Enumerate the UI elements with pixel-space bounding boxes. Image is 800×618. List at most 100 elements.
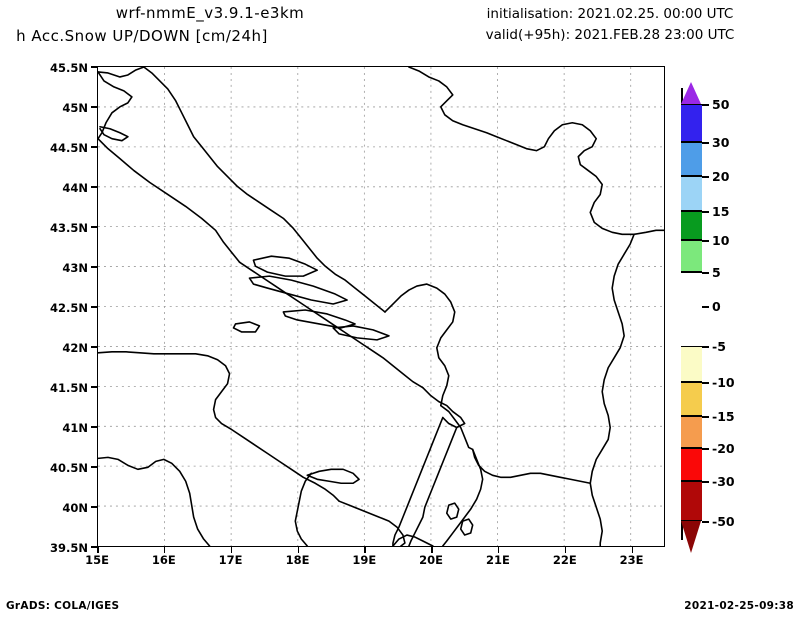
colorbar-legend: 50 30 20 15 10 5 0 -5 -10 -15 -20 -30 -5… <box>681 82 735 553</box>
italy-gargano-spur <box>306 468 360 485</box>
xtick-label-17E: 17E <box>218 553 243 567</box>
colorbar-segment-10-15 <box>681 240 702 272</box>
map-canvas <box>98 67 664 546</box>
colorbar-segment-neg15-neg10 <box>681 416 702 448</box>
xtick-mark <box>631 547 634 553</box>
ytick-mark <box>91 226 97 228</box>
colorbar-label-30: 30 <box>712 135 730 150</box>
xtick-label-18E: 18E <box>285 553 310 567</box>
albania-border <box>392 416 444 546</box>
xtick-label-20E: 20E <box>419 553 444 567</box>
colorbar-tick <box>702 521 709 523</box>
colorbar-segment-20-30 <box>681 176 702 211</box>
ytick-mark <box>91 346 97 348</box>
ytick-mark <box>91 506 97 508</box>
northern-border-slovenia <box>98 67 145 78</box>
colorbar-label-neg30: -30 <box>712 474 735 489</box>
ytick-label-42N: 42N <box>62 341 88 355</box>
ytick-label-45N: 45N <box>62 101 88 115</box>
ytick-mark <box>91 106 97 108</box>
ytick-label-39_5N: 39.5N <box>50 541 88 555</box>
ytick-mark <box>91 266 97 268</box>
colorbar-segment-15-20 <box>681 211 702 240</box>
xtick-label-19E: 19E <box>352 553 377 567</box>
colorbar-label-50: 50 <box>712 97 730 112</box>
colorbar-tick <box>702 176 709 178</box>
ytick-label-43_5N: 43.5N <box>50 221 88 235</box>
italy-north-coast <box>98 351 340 502</box>
ytick-label-41N: 41N <box>62 421 88 435</box>
initialisation-time: initialisation: 2021.02.25. 00:00 UTC <box>486 6 734 22</box>
ytick-label-41_5N: 41.5N <box>50 381 88 395</box>
ytick-mark <box>91 306 97 308</box>
xtick-mark <box>431 547 433 553</box>
eastern-border <box>589 233 635 546</box>
greece-border <box>392 534 434 546</box>
island-vis <box>232 321 261 333</box>
colorbar-segment-0-5 <box>681 302 702 346</box>
colorbar-tick <box>702 306 709 308</box>
colorbar-tick <box>702 346 709 348</box>
colorbar-segment-neg5-0 <box>681 346 702 382</box>
italy-west-coast <box>98 456 211 546</box>
valid-time: valid(+95h): 2021.FEB.28 23:00 UTC <box>485 27 735 43</box>
colorbar-label-15: 15 <box>712 204 730 219</box>
colorbar-label-5: 5 <box>712 265 721 280</box>
colorbar-label-20: 20 <box>712 169 730 184</box>
gridlines <box>98 67 664 546</box>
colorbar-segment-neg10-neg5 <box>681 382 702 416</box>
colorbar-segment-5-10 <box>681 272 702 302</box>
xtick-label-15E: 15E <box>85 553 109 567</box>
island-pag <box>248 275 348 305</box>
ytick-label-40_5N: 40.5N <box>50 461 88 475</box>
field-title: h Acc.Snow UP/DOWN [cm/24h] <box>16 27 268 45</box>
island-brac <box>282 309 356 329</box>
colorbar-tick <box>702 240 709 242</box>
italy-gargano-puglia <box>338 500 406 546</box>
kvarner-coast <box>98 137 241 263</box>
model-title: wrf-nmmE_v3.9.1-e3km <box>115 4 305 22</box>
colorbar-segment-50-plus <box>681 104 702 142</box>
kosovo-macedonia-border <box>439 404 484 546</box>
grads-credit: GrADS: COLA/IGES <box>6 600 120 612</box>
croatia-inland-border <box>143 67 386 313</box>
map-plot-area <box>97 66 665 547</box>
colorbar-label-neg10: -10 <box>712 375 735 390</box>
xtick-label-21E: 21E <box>485 553 510 567</box>
colorbar-label-neg15: -15 <box>712 409 735 424</box>
render-timestamp: 2021-02-25-09:38 <box>684 600 794 612</box>
colorbar-label-neg20: -20 <box>712 441 735 456</box>
ytick-label-44N: 44N <box>62 181 88 195</box>
ytick-label-40N: 40N <box>62 501 88 515</box>
ytick-mark <box>91 66 97 68</box>
colorbar-top-arrow <box>681 82 701 104</box>
colorbar-label-10: 10 <box>712 233 730 248</box>
ytick-mark <box>91 466 97 468</box>
xtick-mark <box>564 547 567 553</box>
xtick-mark <box>297 547 299 553</box>
xtick-mark <box>230 547 233 553</box>
lake-ohrid <box>445 502 460 520</box>
ytick-mark <box>91 426 97 428</box>
bosnia-serbia-border <box>384 283 456 407</box>
montenegro-coast <box>422 386 466 429</box>
ytick-label-45_5N: 45.5N <box>50 61 88 75</box>
colorbar-label-neg50: -50 <box>712 514 735 529</box>
colorbar-segment-30-50 <box>681 142 702 176</box>
colorbar-tick <box>702 104 709 106</box>
bulgaria-macedonia-border <box>471 448 592 485</box>
xtick-mark <box>364 547 366 553</box>
colorbar-label-0: 0 <box>712 299 721 314</box>
ytick-mark <box>91 546 97 548</box>
colorbar-segment-neg30-neg20 <box>681 481 702 521</box>
ytick-label-44_5N: 44.5N <box>50 141 88 155</box>
lake-prespa <box>459 518 474 536</box>
ytick-mark <box>91 186 97 188</box>
colorbar-segment-neg20-neg15 <box>681 448 702 481</box>
coast-istria-dalmatia <box>98 71 133 140</box>
ytick-mark <box>91 386 97 388</box>
colorbar-tick <box>702 448 709 450</box>
xtick-label-23E: 23E <box>619 553 644 567</box>
italy-basilicata-coast <box>294 472 313 546</box>
colorbar-tick <box>702 142 709 144</box>
